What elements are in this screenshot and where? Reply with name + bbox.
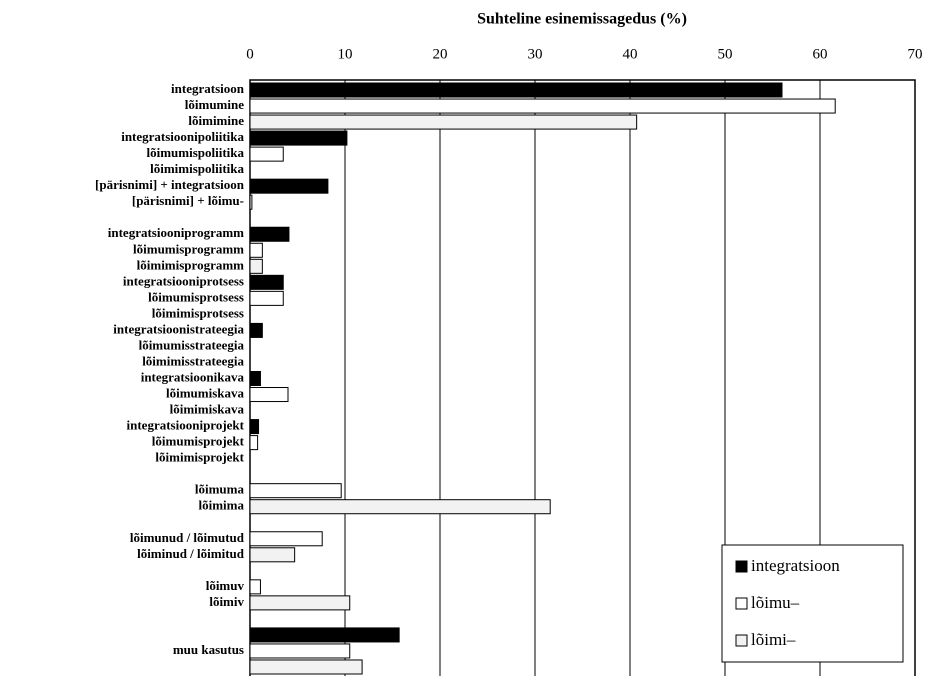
x-tick-label: 30: [528, 46, 543, 62]
y-tick-label: lõimuma: [195, 482, 245, 497]
bar: [249, 194, 253, 210]
bar: [249, 370, 261, 387]
y-tick-label: lõimimine: [188, 113, 244, 128]
bar: [249, 98, 836, 114]
bar: [249, 114, 638, 130]
x-tick-label: 50: [718, 46, 733, 62]
y-tick-label: integratsioonikava: [141, 369, 245, 384]
bar: [249, 130, 348, 146]
y-tick-label: lõimimisprogramm: [137, 257, 245, 272]
bar: [249, 290, 284, 306]
y-tick-label: integratsiooniprogramm: [108, 225, 244, 240]
y-tick-label: lõimumine: [185, 97, 244, 112]
legend-swatch: [735, 634, 748, 647]
y-tick-label: lõimunud / lõimutud: [130, 530, 245, 545]
y-tick-label: lõimimispoliitika: [150, 161, 244, 176]
legend-label: lõimi–: [751, 630, 796, 649]
y-tick-label: muu kasutus: [173, 642, 244, 657]
y-tick-label: lõimiv: [209, 594, 244, 609]
axis-title: Suhteline esinemissagedus (%): [477, 11, 687, 28]
y-tick-label: [pärisnimi] + integratsioon: [95, 177, 245, 192]
legend: [721, 544, 904, 663]
x-tick-label: 10: [338, 46, 353, 62]
y-tick-label: lõimumisprojekt: [152, 434, 245, 449]
x-tick-label: 60: [813, 46, 828, 62]
bar: [249, 178, 329, 194]
bar: [249, 387, 289, 403]
bar: [249, 242, 263, 258]
y-tick-label: integratsioonistrateegia: [113, 321, 244, 336]
y-tick-label: [pärisnimi] + lõimu-: [132, 193, 244, 208]
y-tick-label: lõimumisprotsess: [148, 289, 244, 304]
bar: [249, 258, 263, 274]
y-tick-label: lõimumiskava: [166, 386, 245, 401]
bar: [249, 435, 259, 451]
y-tick-label: lõimimisprotsess: [152, 305, 244, 320]
bar: [249, 82, 783, 98]
bar: [249, 579, 261, 595]
y-tick-label: lõimuv: [206, 578, 245, 593]
y-tick-label: integratsioon: [171, 81, 245, 96]
y-tick-label: lõimimisprojekt: [155, 450, 244, 465]
y-tick-label: lõimimisstrateegia: [142, 353, 244, 368]
y-tick-label: lõimima: [199, 498, 245, 513]
bar: [249, 226, 290, 242]
y-tick-label: lõimumisstrateegia: [139, 337, 245, 352]
y-tick-label: lõimimiskava: [170, 402, 245, 417]
bar: [249, 483, 342, 499]
y-tick-label: lõimumispoliitika: [146, 145, 244, 160]
x-tick-label: 40: [623, 46, 638, 62]
y-tick-label: integratsiooniprojekt: [127, 418, 245, 433]
bar: [249, 595, 351, 611]
bar: [249, 499, 551, 515]
x-tick-label: 70: [908, 46, 923, 62]
bar: [249, 627, 400, 643]
x-tick-label: 0: [246, 46, 254, 62]
bar: [249, 659, 363, 675]
bar: [249, 419, 260, 435]
y-tick-label: lõimumisprogramm: [133, 241, 244, 256]
legend-swatch: [735, 560, 748, 573]
x-tick-label: 20: [433, 46, 448, 62]
legend-label: integratsioon: [751, 556, 840, 575]
bar: [249, 274, 284, 290]
bar: [249, 643, 351, 659]
y-tick-label: lõiminud / lõimitud: [137, 546, 245, 561]
y-tick-label: integratsioonipoliitika: [121, 129, 244, 144]
bar: [249, 531, 323, 547]
bar: [249, 322, 263, 338]
bar: [249, 146, 284, 162]
bar: [249, 547, 296, 563]
legend-swatch: [735, 597, 748, 610]
y-tick-label: integratsiooniprotsess: [123, 273, 244, 288]
legend-label: lõimu–: [751, 593, 800, 612]
